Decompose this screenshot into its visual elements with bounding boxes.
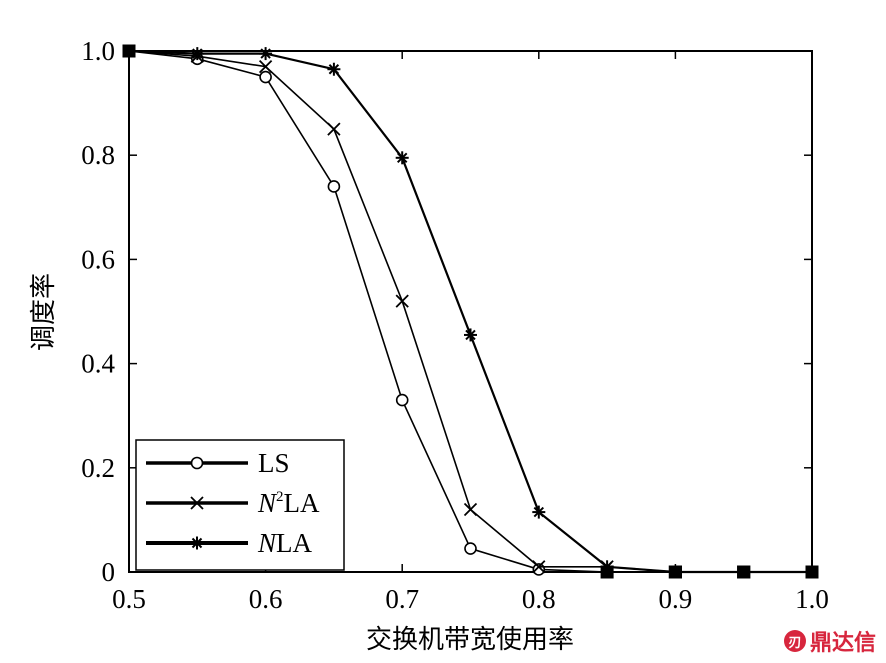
data-point-n2la [327, 122, 341, 136]
y-tick-label: 1.0 [81, 36, 115, 66]
data-point-nla [327, 62, 341, 76]
data-point-nla [600, 560, 614, 574]
plot-area: 0.5 0.6 0.7 0.8 0.9 1.0 0 0.2 0.4 0.6 0.8 1.0 LS N2LA… [81, 36, 829, 614]
legend-marker [190, 496, 204, 510]
watermark: 刃 鼎达信 [783, 625, 876, 657]
legend-label: NLA [257, 528, 313, 558]
y-axis-title: 调度率 [29, 273, 59, 351]
data-point-ls [327, 180, 341, 193]
watermark-logo-icon: 刃 [783, 630, 806, 652]
data-point-nla [395, 151, 409, 165]
data-point-n2la [463, 502, 478, 517]
data-point-ls [259, 70, 272, 84]
data-point-nla [805, 565, 819, 579]
legend-label: LS [258, 448, 290, 478]
data-point-nla [464, 328, 477, 342]
legend-marker [190, 456, 204, 470]
data-point-nla [668, 565, 682, 579]
data-point-nla [190, 47, 204, 61]
y-tick-label: 0.4 [81, 349, 115, 379]
y-tick-label: 0.8 [81, 140, 115, 170]
data-point-ls [464, 542, 477, 555]
legend-item-nla: NLA [146, 528, 313, 558]
data-point-nla [532, 505, 546, 519]
x-tick-label: 0.6 [249, 584, 283, 614]
y-tick-label: 0.2 [81, 453, 115, 483]
y-tick-label: 0.6 [81, 244, 115, 274]
y-tick-label: 0 [102, 557, 116, 587]
legend-marker [190, 536, 204, 550]
data-point-n2la [258, 59, 273, 74]
data-point-start [122, 44, 136, 58]
x-tick-label: 0.7 [385, 584, 419, 614]
data-point-ls [395, 393, 409, 407]
legend-item-n2la: N2LA [146, 488, 320, 518]
legend-item-ls: LS [146, 448, 290, 478]
plot-frame [128, 50, 813, 573]
data-point-n2la [395, 294, 409, 308]
x-tick-label: 0.9 [659, 584, 693, 614]
data-point-nla [737, 565, 751, 579]
data-point-nla [259, 47, 273, 61]
x-axis-title: 交换机带宽使用率 [366, 625, 574, 655]
watermark-text: 鼎达信 [809, 631, 876, 656]
x-tick-label: 0.8 [522, 584, 556, 614]
x-tick-label: 1.0 [795, 584, 829, 614]
data-point-n2la [532, 560, 546, 574]
legend-label: N2LA [257, 488, 320, 518]
x-tick-label: 0.5 [112, 584, 146, 614]
